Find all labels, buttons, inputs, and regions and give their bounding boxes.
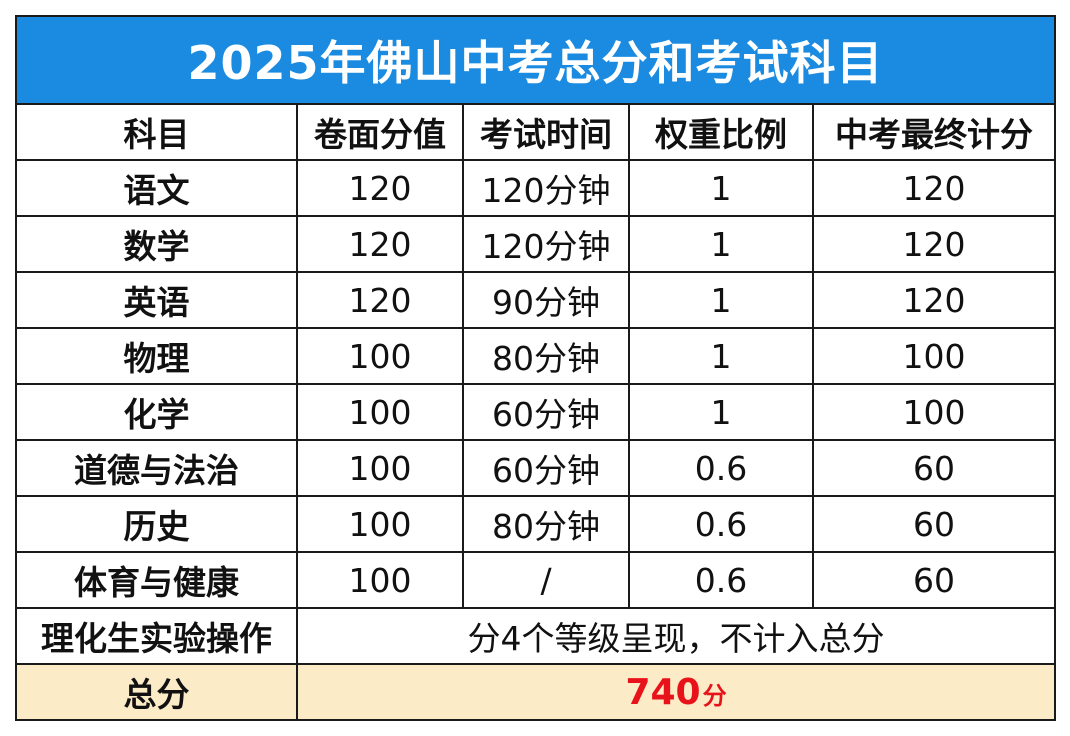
cell-subject: 化学 <box>15 383 298 441</box>
table-row: 体育与健康 100 / 0.6 60 <box>15 551 1057 609</box>
cell-weight: 1 <box>628 271 814 329</box>
table-row: 历史 100 80分钟 0.6 60 <box>15 495 1057 553</box>
total-row: 总分 740分 <box>15 663 1057 721</box>
cell-subject: 体育与健康 <box>15 551 298 609</box>
cell-exam-time: 60分钟 <box>462 439 630 497</box>
total-label: 总分 <box>15 663 298 721</box>
cell-exam-time: 120分钟 <box>462 159 630 217</box>
header-exam-time: 考试时间 <box>462 103 630 161</box>
total-unit: 分 <box>702 681 727 710</box>
cell-subject: 语文 <box>15 159 298 217</box>
header-weight: 权重比例 <box>628 103 814 161</box>
table-row: 英语 120 90分钟 1 120 <box>15 271 1057 329</box>
cell-weight: 1 <box>628 383 814 441</box>
header-paper-score: 卷面分值 <box>296 103 464 161</box>
cell-final-score: 60 <box>811 495 1057 553</box>
cell-final-score: 120 <box>811 215 1057 273</box>
cell-weight: 1 <box>628 159 814 217</box>
table-row: 语文 120 120分钟 1 120 <box>15 159 1057 217</box>
cell-subject: 物理 <box>15 327 298 385</box>
cell-weight: 1 <box>628 215 814 273</box>
total-value: 740 <box>625 671 701 713</box>
cell-final-score: 100 <box>811 327 1057 385</box>
cell-final-score: 60 <box>811 551 1057 609</box>
cell-paper-score: 100 <box>296 327 464 385</box>
total-cell: 740分 <box>295 663 1057 721</box>
cell-final-score: 120 <box>811 271 1057 329</box>
cell-final-score: 100 <box>811 383 1057 441</box>
cell-paper-score: 120 <box>296 159 464 217</box>
cell-subject: 英语 <box>15 271 298 329</box>
score-table: 2025年佛山中考总分和考试科目 科目 卷面分值 考试时间 权重比例 中考最终计… <box>14 15 1057 721</box>
cell-subject: 数学 <box>15 215 298 273</box>
cell-final-score: 60 <box>811 439 1057 497</box>
table-row: 化学 100 60分钟 1 100 <box>15 383 1057 441</box>
table-row: 道德与法治 100 60分钟 0.6 60 <box>15 439 1057 497</box>
header-final-score: 中考最终计分 <box>811 103 1057 161</box>
table-row: 数学 120 120分钟 1 120 <box>15 215 1057 273</box>
table-row: 物理 100 80分钟 1 100 <box>15 327 1057 385</box>
cell-paper-score: 100 <box>296 383 464 441</box>
cell-paper-score: 120 <box>296 215 464 273</box>
cell-exam-time: 90分钟 <box>462 271 630 329</box>
cell-weight: 0.6 <box>628 495 814 553</box>
cell-exam-time: 60分钟 <box>462 383 630 441</box>
score-table-container: 2025年佛山中考总分和考试科目 科目 卷面分值 考试时间 权重比例 中考最终计… <box>14 15 1057 721</box>
cell-subject: 历史 <box>15 495 298 553</box>
header-subject: 科目 <box>15 103 298 161</box>
cell-paper-score: 100 <box>296 551 464 609</box>
cell-paper-score: 120 <box>296 271 464 329</box>
cell-exam-time: 120分钟 <box>462 215 630 273</box>
table-title: 2025年佛山中考总分和考试科目 <box>14 15 1057 105</box>
cell-final-score: 120 <box>811 159 1057 217</box>
cell-exam-time: 80分钟 <box>462 495 630 553</box>
note-text: 分4个等级呈现，不计入总分 <box>295 607 1057 665</box>
header-row: 科目 卷面分值 考试时间 权重比例 中考最终计分 <box>15 103 1057 161</box>
cell-subject: 道德与法治 <box>15 439 298 497</box>
cell-weight: 0.6 <box>628 551 814 609</box>
note-subject: 理化生实验操作 <box>15 607 298 665</box>
cell-weight: 1 <box>628 327 814 385</box>
note-row: 理化生实验操作 分4个等级呈现，不计入总分 <box>15 607 1057 665</box>
cell-paper-score: 100 <box>296 495 464 553</box>
cell-paper-score: 100 <box>296 439 464 497</box>
cell-exam-time: 80分钟 <box>462 327 630 385</box>
title-row: 2025年佛山中考总分和考试科目 <box>14 15 1057 105</box>
cell-weight: 0.6 <box>628 439 814 497</box>
cell-exam-time: / <box>462 551 630 609</box>
